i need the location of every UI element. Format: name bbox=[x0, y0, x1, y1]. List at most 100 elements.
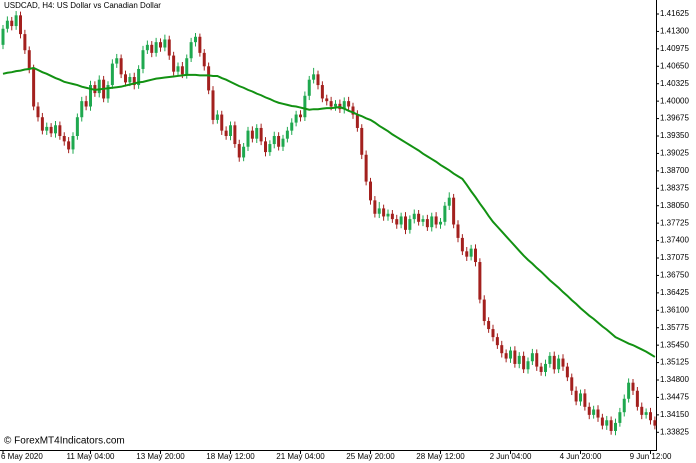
y-tick-label: 1.38700 bbox=[660, 166, 689, 175]
candle-body bbox=[27, 50, 31, 69]
candle-body bbox=[417, 213, 421, 222]
candle-body bbox=[307, 79, 311, 96]
candle-body bbox=[452, 197, 456, 225]
candle-body bbox=[382, 208, 386, 217]
candle-body bbox=[495, 337, 499, 346]
candle-body bbox=[443, 205, 447, 222]
candle-body bbox=[355, 114, 359, 128]
candle-body bbox=[220, 114, 224, 131]
candle-body bbox=[364, 154, 368, 182]
candle-body bbox=[242, 146, 246, 158]
y-tick-label: 1.40000 bbox=[660, 96, 689, 105]
candle-body bbox=[281, 138, 285, 147]
x-tick-label: 18 May 12:00 bbox=[206, 452, 255, 461]
candle-body bbox=[369, 181, 372, 201]
y-tick-label: 1.35450 bbox=[660, 340, 689, 349]
candle-body bbox=[644, 412, 648, 415]
y-tick-label: 1.37400 bbox=[660, 236, 689, 245]
candle-body bbox=[150, 44, 154, 53]
candle-body bbox=[439, 221, 442, 225]
candle-body bbox=[285, 130, 289, 139]
candle-body bbox=[14, 15, 18, 27]
candle-body bbox=[390, 213, 394, 220]
candle-body bbox=[635, 390, 639, 407]
candle-body bbox=[552, 355, 556, 370]
candle-body bbox=[600, 417, 604, 426]
y-tick-label: 1.37725 bbox=[660, 218, 689, 227]
candle-body bbox=[627, 382, 631, 399]
candle-body bbox=[500, 345, 504, 354]
candle-body bbox=[1, 28, 5, 45]
candle-body bbox=[185, 58, 189, 75]
candle-body bbox=[557, 358, 561, 370]
watermark: © ForexMT4Indicators.com bbox=[4, 436, 125, 447]
candle-body bbox=[23, 34, 27, 51]
candle-body bbox=[36, 106, 40, 118]
candle-body bbox=[360, 127, 364, 155]
y-tick-label: 1.35125 bbox=[660, 358, 689, 367]
candle-body bbox=[465, 251, 469, 257]
candle-body bbox=[421, 219, 425, 222]
candle-body bbox=[517, 355, 521, 364]
chart-title: USDCAD, H4: US Dollar vs Canadian Dollar bbox=[4, 1, 161, 10]
x-tick-label: 6 May 2020 bbox=[1, 452, 43, 461]
y-tick-label: 1.34150 bbox=[660, 410, 689, 419]
candle-body bbox=[62, 136, 66, 142]
candle-body bbox=[198, 36, 202, 53]
candle-body bbox=[128, 77, 132, 83]
candle-body bbox=[264, 141, 267, 153]
candle-body bbox=[583, 393, 587, 407]
candle-body bbox=[535, 353, 539, 367]
candle-body bbox=[233, 125, 237, 145]
candle-body bbox=[259, 127, 263, 142]
candle-body bbox=[565, 366, 569, 378]
y-tick-label: 1.40975 bbox=[660, 44, 689, 53]
candle-body bbox=[377, 208, 381, 214]
y-tick-label: 1.39025 bbox=[660, 149, 689, 158]
x-tick-label: 2 Jun 04:00 bbox=[490, 452, 532, 461]
candle-body bbox=[618, 412, 622, 423]
candle-body bbox=[215, 114, 219, 120]
candle-body bbox=[316, 74, 320, 86]
candle-body bbox=[32, 68, 36, 107]
candle-body bbox=[229, 125, 232, 137]
candle-body bbox=[255, 127, 259, 139]
candle-body bbox=[334, 103, 337, 107]
candle-body bbox=[469, 248, 473, 257]
candle-body bbox=[425, 219, 429, 228]
candle-body bbox=[539, 366, 543, 372]
candle-body bbox=[176, 66, 180, 72]
candle-body bbox=[351, 106, 355, 115]
candle-body bbox=[45, 126, 49, 131]
candle-body bbox=[408, 219, 412, 230]
candle-body bbox=[622, 398, 626, 413]
candle-body bbox=[504, 353, 508, 359]
candle-body bbox=[294, 114, 298, 123]
y-tick-label: 1.33825 bbox=[660, 427, 689, 436]
candle-body bbox=[202, 52, 206, 67]
candle-body bbox=[649, 412, 652, 421]
candle-body bbox=[141, 50, 145, 69]
candle-body bbox=[268, 144, 272, 153]
candle-body bbox=[526, 361, 530, 370]
candle-body bbox=[58, 125, 62, 137]
candle-body bbox=[237, 144, 241, 158]
candle-body bbox=[54, 125, 57, 134]
candle-body bbox=[106, 85, 110, 99]
candle-body bbox=[67, 141, 71, 150]
candle-body bbox=[320, 85, 324, 99]
candle-body bbox=[49, 126, 53, 134]
candle-body bbox=[373, 200, 377, 214]
candle-body bbox=[574, 390, 578, 402]
candle-body bbox=[456, 224, 460, 238]
candle-body bbox=[75, 117, 79, 137]
candle-body bbox=[163, 39, 167, 48]
candle-body bbox=[84, 101, 88, 107]
moving-average-line bbox=[2, 66, 656, 358]
candle-body bbox=[154, 42, 158, 53]
y-tick-label: 1.34800 bbox=[660, 375, 689, 384]
candle-body bbox=[180, 66, 184, 75]
y-tick-label: 1.36750 bbox=[660, 271, 689, 280]
